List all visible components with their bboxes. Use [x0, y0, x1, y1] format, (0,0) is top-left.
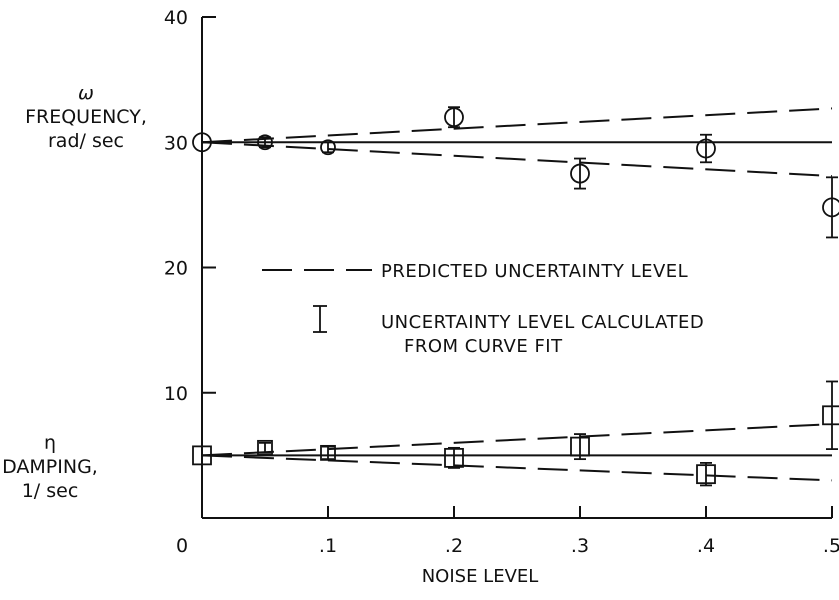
frequency-predicted-upper — [201, 107, 833, 144]
y-tick-label-10: 10 — [164, 383, 188, 405]
y-tick-label-20: 20 — [164, 258, 188, 280]
frequency-symbol: ω — [78, 82, 94, 104]
damping-point-3 — [444, 447, 464, 468]
frequency-label-block: ω FREQUENCY, rad/ sec — [2, 82, 170, 153]
damping-point-0 — [192, 445, 212, 466]
damping-label-block: η DAMPING, 1/ sec — [0, 432, 100, 503]
y-tick-label-40: 40 — [164, 7, 188, 29]
frequency-point-2 — [320, 139, 336, 156]
damping-symbol: η — [43, 432, 57, 454]
frequency-point-5 — [696, 138, 716, 159]
damping-unit: 1/ sec — [21, 479, 79, 502]
legend-marks — [262, 269, 372, 333]
frequency-label: FREQUENCY, — [25, 105, 147, 128]
markers — [192, 106, 839, 487]
frequency-predicted-lower — [201, 141, 833, 178]
x-tick-label-.4: .4 — [697, 535, 715, 557]
damping-predicted-upper — [201, 423, 833, 457]
frequency-point-4 — [570, 163, 590, 184]
damping-point-6 — [822, 405, 839, 426]
damping-point-2 — [320, 444, 336, 461]
x-tick-label-.3: .3 — [571, 535, 589, 557]
damping-label: DAMPING, — [2, 455, 98, 478]
x-tick-label-.1: .1 — [319, 535, 337, 557]
frequency-point-1 — [257, 134, 273, 151]
y-tick-label-30: 30 — [164, 132, 188, 154]
x-tick-label-0: 0 — [176, 535, 188, 557]
curves — [201, 107, 833, 482]
frequency-point-0 — [192, 132, 212, 153]
damping-point-4 — [570, 436, 590, 457]
damping-point-1 — [257, 439, 273, 456]
axes: 10 20 30 40 0 .1 .2 .3 .4 .5 — [164, 7, 839, 557]
legend-calculated-line1: UNCERTAINTY LEVEL CALCULATED — [381, 312, 705, 333]
x-tick-label-.2: .2 — [445, 535, 463, 557]
frequency-point-6 — [822, 197, 839, 218]
damping-point-5 — [696, 464, 716, 485]
x-tick-label-.5: .5 — [823, 535, 839, 557]
frequency-unit: rad/ sec — [48, 129, 124, 152]
damping-predicted-lower — [201, 454, 833, 482]
legend-calculated-line2: FROM CURVE FIT — [404, 336, 563, 357]
x-axis-label: NOISE LEVEL — [421, 566, 539, 587]
legend-predicted: PREDICTED UNCERTAINTY LEVEL — [381, 261, 689, 282]
frequency-point-3 — [444, 107, 464, 128]
